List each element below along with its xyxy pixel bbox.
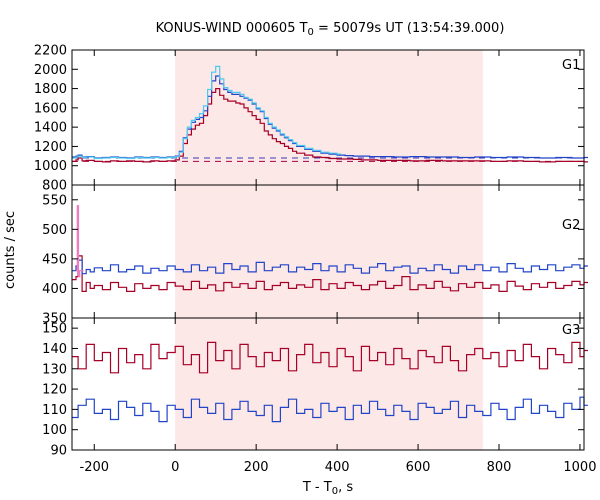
y-tick-label: 140 [42, 342, 67, 357]
series-pink-g2 [76, 205, 84, 278]
y-tick-label: 550 [42, 193, 67, 208]
y-tick-label: 350 [42, 312, 67, 327]
x-axis-label: T - T0, s [302, 480, 353, 497]
series-red-g3 [72, 341, 588, 374]
x-tick-label: 0 [171, 460, 179, 475]
y-tick-label: 120 [42, 383, 67, 398]
tick-layer: 8001000120014001600180020002200350400450… [34, 44, 597, 476]
panel-label-g2: G2 [562, 218, 580, 233]
y-tick-label: 110 [42, 403, 67, 418]
x-tick-label: 600 [406, 460, 431, 475]
x-tick-label: 400 [325, 460, 350, 475]
series-red-g1 [72, 88, 588, 163]
panel-label-g3: G3 [562, 323, 580, 338]
x-tick-label: 200 [244, 460, 269, 475]
series-red-g2 [72, 255, 588, 292]
y-tick-label: 1600 [34, 101, 67, 116]
x-tick-label: -200 [80, 460, 110, 475]
y-tick-label: 2200 [34, 44, 67, 59]
y-tick-label: 1800 [34, 82, 67, 97]
y-tick-label: 500 [42, 223, 67, 238]
highlight-interval-layer [175, 50, 483, 450]
y-tick-label: 90 [50, 444, 67, 459]
y-tick-label: 400 [42, 282, 67, 297]
y-tick-label: 1000 [34, 159, 67, 174]
y-tick-label: 130 [42, 362, 67, 377]
series-layer [72, 65, 588, 423]
x-tick-label: 800 [487, 460, 512, 475]
series-blue-g3 [72, 396, 588, 423]
panel-frames [71, 49, 585, 451]
y-tick-label: 800 [42, 179, 67, 194]
chart-title-subscript: 0 [308, 27, 314, 38]
y-tick-label: 100 [42, 423, 67, 438]
panel-frame-g3 [71, 317, 585, 451]
y-axis-label: counts / sec [3, 211, 18, 289]
y-tick-label: 2000 [34, 63, 67, 78]
x-tick-label: 1000 [563, 460, 596, 475]
y-tick-label: 1400 [34, 121, 67, 136]
chart-title: KONUS-WIND 000605 T0 = 50079s UT (13:54:… [156, 21, 505, 38]
series-blue-g2 [72, 259, 588, 275]
panel-label-g1: G1 [562, 58, 580, 73]
y-tick-label: 450 [42, 252, 67, 267]
series-cyan-g1 [72, 65, 342, 160]
y-tick-label: 150 [42, 322, 67, 337]
highlight-interval [175, 50, 483, 450]
y-tick-label: 1200 [34, 140, 67, 155]
